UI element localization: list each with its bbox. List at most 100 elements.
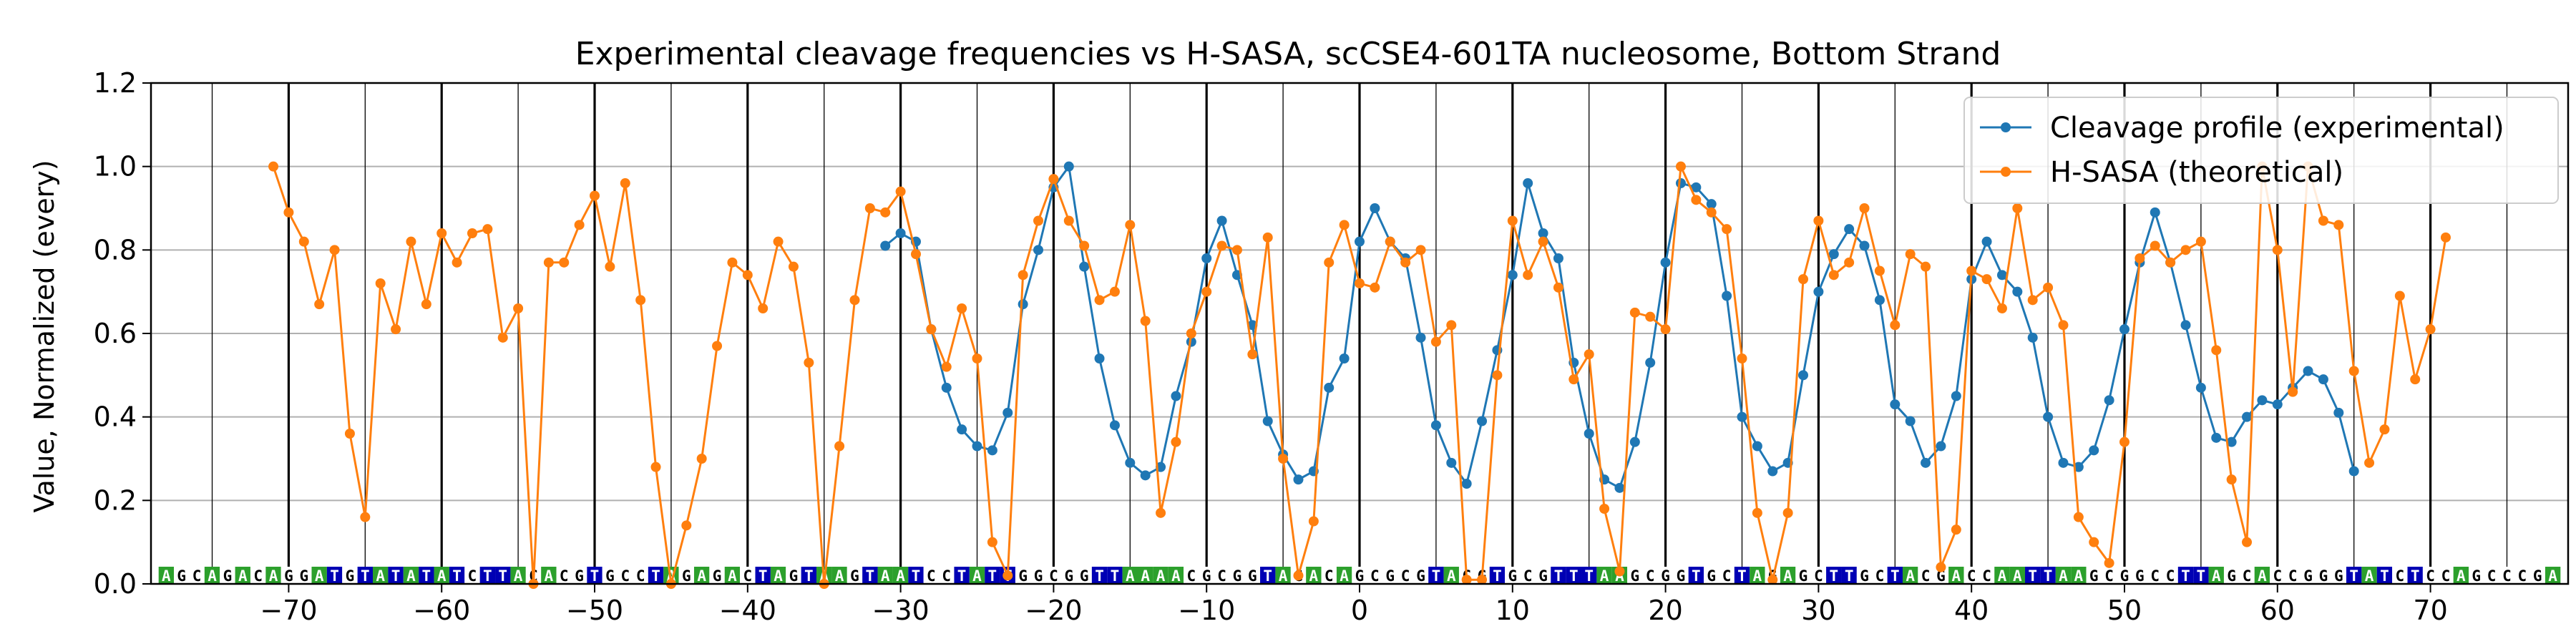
data-point xyxy=(1966,265,1977,276)
base-letter: C xyxy=(1324,567,1334,585)
data-point xyxy=(620,178,630,188)
base-letter: C xyxy=(2426,567,2435,585)
base-letter: C xyxy=(1646,567,1655,585)
x-tick-label: −50 xyxy=(566,595,623,626)
base-cell xyxy=(862,567,878,584)
data-point xyxy=(2089,445,2099,456)
base-letter: C xyxy=(2150,567,2160,585)
base-cell xyxy=(296,567,312,584)
data-point xyxy=(1675,161,1686,172)
base-letter: T xyxy=(1569,567,1579,585)
data-point xyxy=(2195,382,2206,393)
data-point xyxy=(1813,286,1824,297)
x-tick-label: 60 xyxy=(2260,595,2295,626)
data-point xyxy=(1430,336,1441,347)
base-letter: G xyxy=(1707,567,1716,585)
data-point xyxy=(1981,274,1992,285)
base-letter: C xyxy=(253,567,263,585)
data-point xyxy=(635,295,646,306)
data-point xyxy=(2058,457,2069,468)
data-point xyxy=(1691,195,1702,205)
base-cell xyxy=(1719,567,1735,584)
data-point xyxy=(421,299,431,310)
data-point xyxy=(696,454,707,464)
base-letter: C xyxy=(2487,567,2497,585)
base-cell xyxy=(2316,567,2331,584)
data-point xyxy=(1063,215,1074,226)
base-letter: C xyxy=(192,567,202,585)
data-point xyxy=(2073,512,2084,522)
base-cell xyxy=(1627,567,1643,584)
base-cell xyxy=(1581,567,1597,584)
data-point xyxy=(1094,295,1105,306)
data-point xyxy=(497,332,508,343)
base-letter: C xyxy=(1982,567,1991,585)
base-letter: C xyxy=(1217,567,1226,585)
y-tick-label: 0.6 xyxy=(94,318,137,349)
data-point xyxy=(2165,257,2176,268)
data-point xyxy=(1171,436,1181,447)
data-point xyxy=(1339,220,1350,230)
data-point xyxy=(1553,282,1563,293)
data-point xyxy=(2027,332,2038,343)
data-point xyxy=(406,236,416,247)
data-point xyxy=(1140,316,1151,326)
base-cell xyxy=(1244,567,1261,584)
base-cell xyxy=(1214,567,1230,584)
base-cell xyxy=(220,567,235,584)
base-letter: A xyxy=(1156,567,1166,585)
data-point xyxy=(972,353,982,364)
base-letter: G xyxy=(2303,567,2313,585)
base-letter: G xyxy=(2472,567,2481,585)
base-cell xyxy=(587,567,602,584)
y-tick-label: 0.0 xyxy=(94,568,137,600)
base-letter: G xyxy=(1064,567,1073,585)
data-point xyxy=(2288,386,2298,397)
base-cell xyxy=(419,567,434,584)
base-cell xyxy=(541,567,557,584)
base-cell xyxy=(877,567,893,584)
base-cell xyxy=(2484,567,2499,584)
data-point xyxy=(2027,295,2038,306)
data-point xyxy=(1859,240,1870,251)
data-point xyxy=(1752,507,1762,518)
data-point xyxy=(650,462,661,472)
base-cell xyxy=(954,567,970,584)
base-letter: G xyxy=(2089,567,2099,585)
data-point xyxy=(1599,504,1610,514)
base-cell xyxy=(2009,567,2026,584)
data-point xyxy=(1201,253,1212,263)
x-tick-label: −70 xyxy=(260,595,317,626)
base-letter: C xyxy=(1186,567,1196,585)
data-point xyxy=(1231,245,1242,255)
base-letter: C xyxy=(1370,567,1380,585)
y-tick-label: 1.2 xyxy=(94,67,137,99)
base-letter: T xyxy=(1737,567,1747,585)
y-tick-label: 0.2 xyxy=(94,484,137,516)
data-point xyxy=(1048,174,1059,185)
data-point xyxy=(1629,307,1640,318)
base-letter: A xyxy=(1126,567,1135,585)
base-letter: C xyxy=(2518,567,2527,585)
base-letter: A xyxy=(406,567,416,585)
base-cell xyxy=(2055,567,2072,584)
base-letter: A xyxy=(208,567,217,585)
data-point xyxy=(1767,575,1778,585)
base-cell xyxy=(2545,567,2561,584)
data-point xyxy=(2043,282,2054,293)
data-point xyxy=(2150,240,2160,251)
base-letter: T xyxy=(651,567,660,585)
data-point xyxy=(1461,479,1472,489)
base-letter: G xyxy=(1248,567,1257,585)
base-letter: G xyxy=(2120,567,2129,585)
base-letter: C xyxy=(2395,567,2404,585)
base-cell xyxy=(908,567,924,584)
data-point xyxy=(2211,432,2222,443)
data-point xyxy=(2364,457,2375,468)
base-cell xyxy=(571,567,587,584)
base-letter: G xyxy=(1018,567,1028,585)
base-letter: T xyxy=(1890,567,1900,585)
data-point xyxy=(1722,291,1732,301)
data-point xyxy=(1002,570,1013,581)
data-point xyxy=(513,303,524,313)
